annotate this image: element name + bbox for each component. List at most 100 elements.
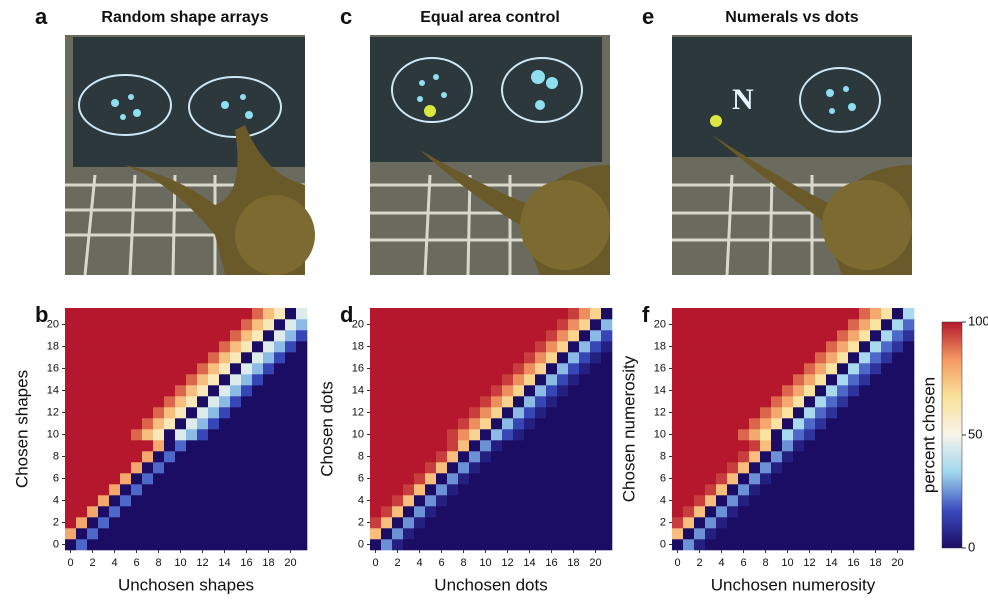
heatmap-cell <box>153 319 164 330</box>
heatmap-cell <box>414 308 425 319</box>
heatmap-cell <box>263 429 274 440</box>
heatmap-cell <box>738 396 749 407</box>
heatmap-cell <box>683 352 694 363</box>
heatmap-cell <box>837 396 848 407</box>
heatmap-cell <box>837 506 848 517</box>
heatmap-cell <box>164 330 175 341</box>
heatmap-cell <box>870 528 881 539</box>
heatmap-cell <box>414 341 425 352</box>
heatmap-cell <box>579 484 590 495</box>
heatmap-cell <box>881 528 892 539</box>
heatmap-cell <box>252 440 263 451</box>
heatmap-cell <box>749 506 760 517</box>
heatmap-cell <box>109 451 120 462</box>
heatmap-cell <box>480 385 491 396</box>
heatmap-cell <box>241 495 252 506</box>
x-tick-label: 12 <box>196 557 208 569</box>
heatmap-cell <box>716 440 727 451</box>
heatmap-cell <box>546 341 557 352</box>
heatmap-cell <box>815 451 826 462</box>
heatmap-cell <box>903 352 914 363</box>
heatmap-cell <box>263 341 274 352</box>
heatmap-cell <box>579 363 590 374</box>
heatmap-cell <box>672 473 683 484</box>
heatmap-cell <box>403 341 414 352</box>
heatmap-cell <box>815 440 826 451</box>
heatmap-cell <box>403 484 414 495</box>
heatmap-cell <box>436 484 447 495</box>
heatmap-cell <box>197 418 208 429</box>
heatmap-cell <box>491 330 502 341</box>
heatmap-cell <box>568 517 579 528</box>
heatmap-cell <box>672 440 683 451</box>
heatmap-cell <box>469 330 480 341</box>
heatmap-cell <box>705 396 716 407</box>
heatmap-cell <box>230 528 241 539</box>
heatmap-cell <box>436 341 447 352</box>
heatmap-cell <box>672 330 683 341</box>
heatmap-cell <box>120 385 131 396</box>
heatmap-cell <box>557 517 568 528</box>
heatmap-cell <box>230 473 241 484</box>
heatmap-cell <box>65 330 76 341</box>
heatmap-cell <box>392 352 403 363</box>
heatmap-cell <box>414 429 425 440</box>
heatmap-cell <box>826 374 837 385</box>
heatmap-cell <box>153 418 164 429</box>
heatmap-cell <box>826 495 837 506</box>
heatmap-cell <box>771 517 782 528</box>
heatmap-cell <box>672 495 683 506</box>
x-tick-label: 20 <box>589 557 601 569</box>
heatmap-cell <box>175 319 186 330</box>
heatmap-cell <box>859 407 870 418</box>
heatmap-cell <box>414 440 425 451</box>
heatmap-cell <box>458 352 469 363</box>
heatmap-cell <box>782 528 793 539</box>
heatmap-cell <box>164 308 175 319</box>
heatmap-cell <box>546 539 557 550</box>
heatmap-cell <box>513 517 524 528</box>
heatmap-cell <box>120 462 131 473</box>
heatmap-cell <box>694 528 705 539</box>
heatmap-cell <box>403 539 414 550</box>
heatmap-cell <box>436 451 447 462</box>
heatmap-cell <box>480 374 491 385</box>
heatmap-cell <box>513 440 524 451</box>
heatmap-cell <box>491 539 502 550</box>
heatmap-cell <box>672 407 683 418</box>
heatmap-cell <box>381 484 392 495</box>
heatmap-cell <box>76 484 87 495</box>
heatmap-cell <box>285 440 296 451</box>
heatmap-cell <box>881 341 892 352</box>
heatmap-cell <box>804 473 815 484</box>
heatmap-cell <box>716 374 727 385</box>
heatmap-cell <box>771 539 782 550</box>
heatmap-cell <box>76 374 87 385</box>
heatmap-cell <box>458 341 469 352</box>
heatmap-cell <box>65 528 76 539</box>
heatmap-cell <box>793 484 804 495</box>
heatmap-cell <box>694 374 705 385</box>
heatmap-cell <box>491 308 502 319</box>
heatmap-cell <box>164 341 175 352</box>
heatmap-cell <box>881 352 892 363</box>
heatmap-cell <box>683 330 694 341</box>
heatmap-cell <box>263 330 274 341</box>
heatmap-cell <box>870 352 881 363</box>
heatmap-cell <box>285 418 296 429</box>
heatmap-cell <box>579 385 590 396</box>
heatmap-cell <box>109 473 120 484</box>
heatmap-cell <box>903 484 914 495</box>
heatmap-cell <box>738 451 749 462</box>
heatmap-cell <box>815 407 826 418</box>
heatmap-cell <box>403 407 414 418</box>
x-tick-label: 0 <box>67 557 73 569</box>
heatmap-cell <box>274 484 285 495</box>
heatmap-cell <box>142 506 153 517</box>
heatmap-cell <box>848 462 859 473</box>
heatmap-cell <box>716 407 727 418</box>
heatmap-cell <box>727 308 738 319</box>
heatmap-cell <box>590 319 601 330</box>
heatmap-cell <box>782 407 793 418</box>
heatmap-cell <box>208 374 219 385</box>
